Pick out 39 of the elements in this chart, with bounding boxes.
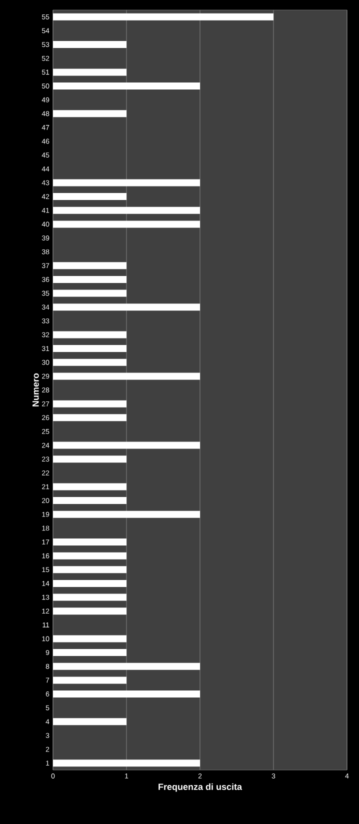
bar [53,41,126,48]
bar [53,442,200,449]
bar [53,538,126,546]
bar [53,676,126,684]
bar [53,649,126,656]
bar [53,262,126,270]
bar [53,662,200,670]
bar [53,206,200,214]
bar [53,331,126,338]
bar [53,456,126,463]
bar [53,82,200,90]
x-axis-title: Frequenza di uscita [158,783,242,792]
bar [53,276,126,283]
y-axis-title: Numero [32,373,39,406]
bar [53,13,274,20]
bar [53,635,126,642]
bar [53,193,126,200]
bar [53,552,126,560]
bar [53,110,126,118]
bar [53,345,126,352]
bar [53,483,126,490]
bar [53,304,200,311]
bar [53,510,200,518]
bar [53,580,126,587]
bar [53,760,200,767]
bar [53,414,126,422]
bar [53,290,126,297]
bar [53,400,126,408]
bar [53,372,200,380]
bar [53,690,200,698]
bar [53,594,126,601]
bar [53,497,126,504]
bar [53,608,126,615]
bar [53,358,126,366]
bar [53,220,200,228]
bar [53,718,126,726]
bar [53,179,200,186]
bar [53,68,126,76]
bar [53,566,126,574]
